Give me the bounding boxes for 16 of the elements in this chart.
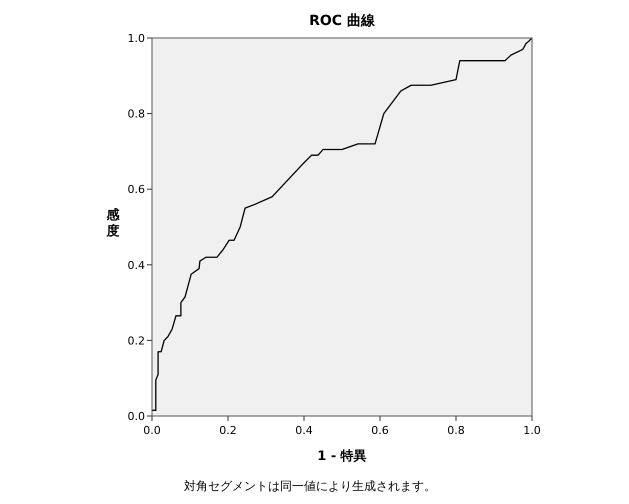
x-tick-label: 0.2 [219,424,237,437]
x-tick-label: 0.6 [371,424,389,437]
x-tick-label: 0.4 [295,424,313,437]
y-tick-label: 0.2 [128,334,145,348]
y-tick-label: 1.0 [128,32,145,45]
x-tick-label: 0.0 [143,424,161,437]
text: 対角セグメントは同一値により生成されます。 [184,479,436,493]
y-tick-label: 0.8 [128,108,145,121]
x-tick-label: 0.8 [447,424,465,437]
chart-title: ROC 曲線 [309,13,376,29]
y-tick-label: 0.4 [128,258,145,272]
y-tick-label: 0.0 [128,410,145,423]
y-tick-label: 0.6 [128,183,145,196]
x-axis-title: 1 - 特異 [317,449,367,464]
y-axis-title: 感度 [106,207,120,239]
x-tick-label: 1.0 [523,424,541,437]
